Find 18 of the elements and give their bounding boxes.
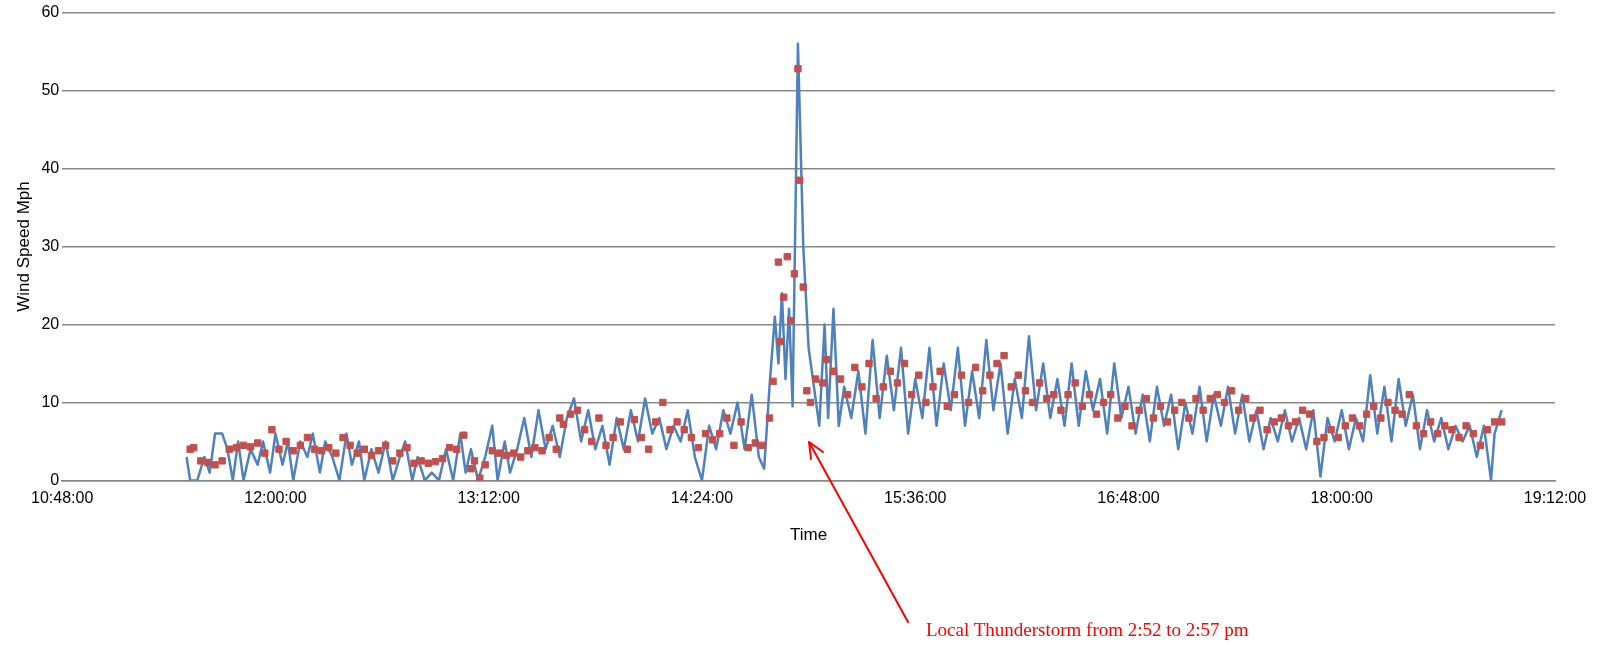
x-tick-label: 18:00:00 xyxy=(1310,489,1373,507)
y-tick-label: 10 xyxy=(41,392,60,410)
x-tick-label: 15:36:00 xyxy=(884,489,947,507)
y-tick-label: 20 xyxy=(41,314,60,332)
y-tick-label: 60 xyxy=(41,3,60,21)
x-tick-label: 14:24:00 xyxy=(670,489,734,507)
y-tick-label: 40 xyxy=(41,158,60,176)
y-tick-label: 30 xyxy=(41,236,60,254)
x-tick-label: 10:48:00 xyxy=(31,489,94,507)
y-tick-label: 50 xyxy=(41,80,60,98)
x-tick-label: 19:12:00 xyxy=(1523,489,1587,507)
x-tick-label: 12:00:00 xyxy=(244,489,307,507)
y-axis-title: Wind Speed Mph xyxy=(13,181,33,312)
x-tick-label: 13:12:00 xyxy=(457,489,520,507)
x-tick-label: 16:48:00 xyxy=(1097,489,1160,507)
y-tick-label: 0 xyxy=(50,470,60,488)
x-axis-title: Time xyxy=(790,525,828,545)
text: Local Thunderstorm from 2:52 to 2:57 pm xyxy=(926,619,1249,640)
